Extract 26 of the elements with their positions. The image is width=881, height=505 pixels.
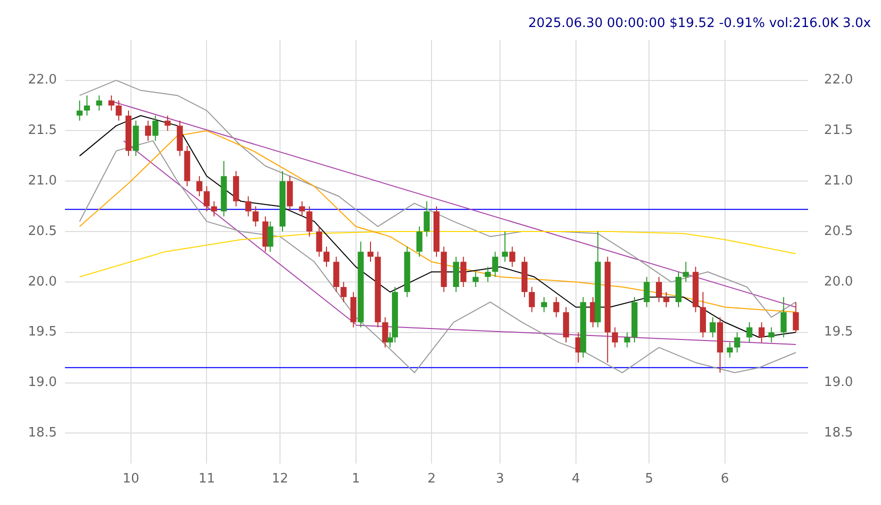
y2-tick-label: 19.5 <box>824 324 854 340</box>
y2-tick-label: 20.0 <box>824 274 854 290</box>
y2-tick-label: 19.0 <box>824 375 854 390</box>
x-tick-label: 10 <box>122 472 140 487</box>
x-tick-label: 12 <box>272 472 288 487</box>
y2-tick-label: 21.0 <box>824 174 854 189</box>
x-tick-label: 5 <box>645 472 654 487</box>
chart-title: 2025.06.30 00:00:00 $19.52 -0.91% vol:216.0K 3.0x <box>528 16 871 31</box>
y2-tick-label: 22.0 <box>824 72 854 88</box>
x-tick-label: 3 <box>496 472 504 487</box>
y2-tick-label: 21.5 <box>824 123 854 138</box>
x-tick-label: 11 <box>198 472 215 487</box>
y-tick-label: 21.0 <box>28 174 57 189</box>
x-tick-label: 2 <box>427 472 436 487</box>
y-tick-label: 19.0 <box>28 375 57 390</box>
y-tick-label: 20.0 <box>28 274 57 290</box>
x-tick-label: 4 <box>572 472 580 487</box>
y-tick-label: 19.5 <box>28 324 57 340</box>
y2-tick-label: 20.5 <box>824 224 854 239</box>
x-tick-label: 6 <box>720 472 730 487</box>
y-tick-label: 18.5 <box>28 426 57 441</box>
y-tick-label: 21.5 <box>28 123 57 138</box>
y2-tick-label: 18.5 <box>824 426 854 441</box>
x-tick-label: 1 <box>352 472 360 487</box>
y-tick-label: 22.0 <box>28 72 57 88</box>
y-tick-label: 20.5 <box>28 224 57 239</box>
